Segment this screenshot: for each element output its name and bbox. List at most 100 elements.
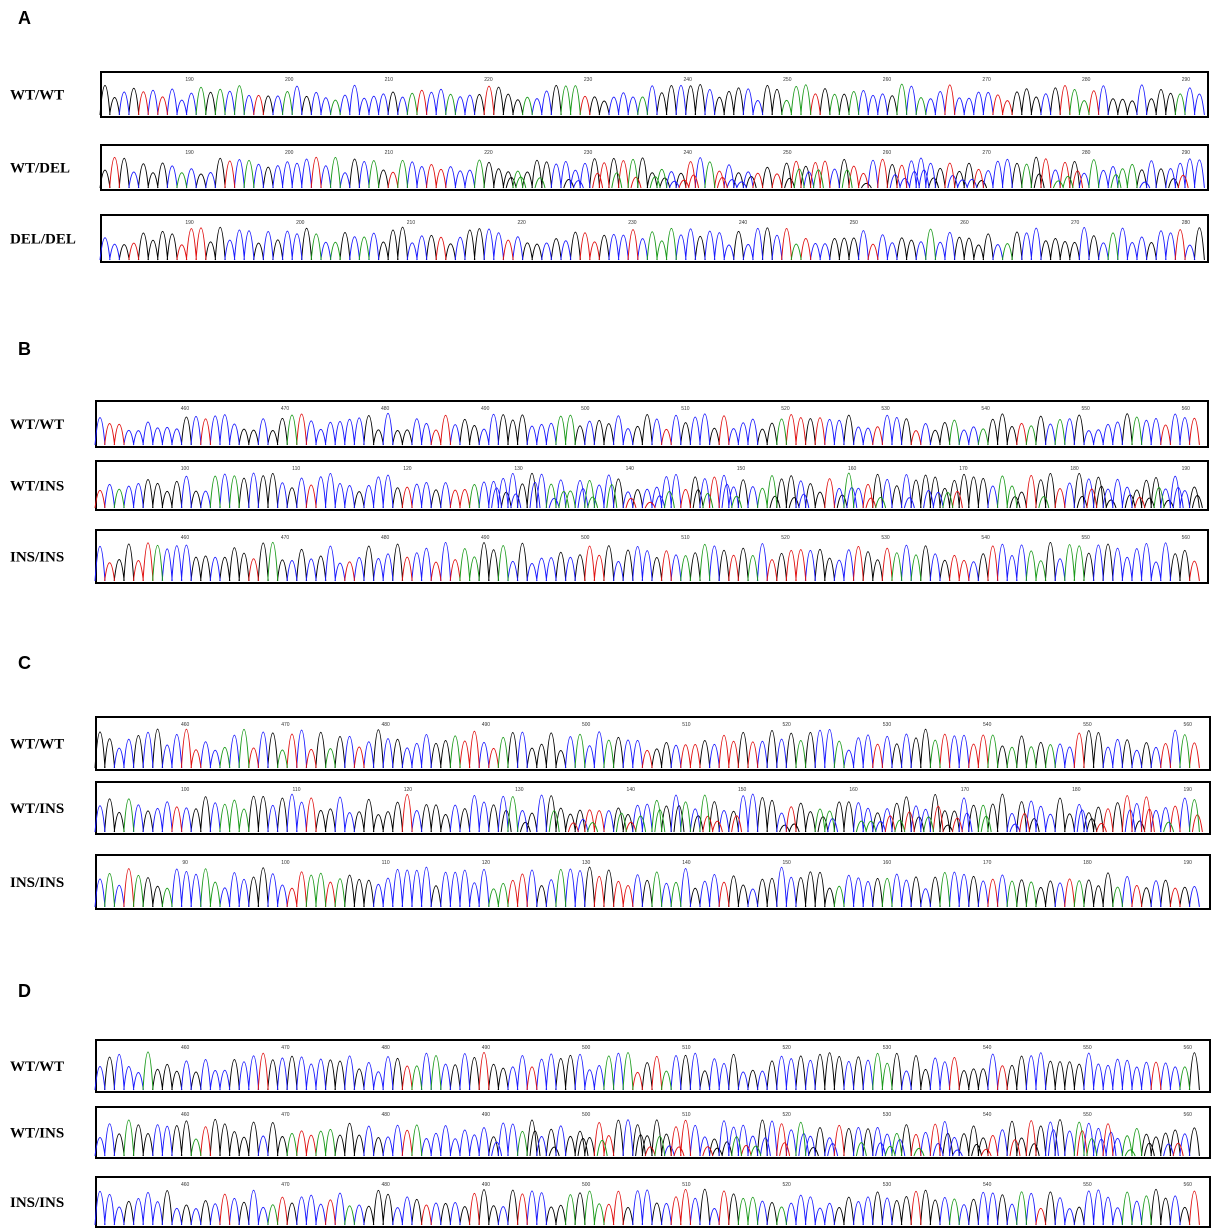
position-number: 480 xyxy=(381,406,390,412)
position-number: 100 xyxy=(181,466,190,472)
position-number: 290 xyxy=(1182,150,1191,156)
position-number: 190 xyxy=(1182,466,1191,472)
position-number: 510 xyxy=(681,535,690,541)
position-number: 150 xyxy=(738,787,747,793)
genotype-label: WT/WT xyxy=(10,88,64,104)
position-number: 560 xyxy=(1184,1182,1193,1188)
position-number: 140 xyxy=(626,466,635,472)
position-number: 500 xyxy=(582,1045,591,1051)
position-number: 90 xyxy=(182,860,188,866)
position-number: 200 xyxy=(296,220,305,226)
genotype-label: DEL/DEL xyxy=(10,232,76,248)
position-number: 200 xyxy=(285,150,294,156)
trace-box xyxy=(96,782,1210,834)
position-number: 490 xyxy=(481,406,490,412)
position-number: 540 xyxy=(983,1045,992,1051)
position-number: 530 xyxy=(883,1182,892,1188)
genotype-label: WT/WT xyxy=(10,737,64,753)
position-number: 500 xyxy=(582,1112,591,1118)
position-number: 550 xyxy=(1082,406,1091,412)
position-number: 520 xyxy=(781,406,790,412)
position-number: 520 xyxy=(783,1182,792,1188)
position-number: 550 xyxy=(1083,1182,1092,1188)
position-number: 470 xyxy=(281,1182,290,1188)
position-number: 130 xyxy=(515,787,524,793)
position-number: 270 xyxy=(982,150,991,156)
position-number: 470 xyxy=(281,535,290,541)
position-number: 550 xyxy=(1083,722,1092,728)
position-number: 190 xyxy=(185,77,194,83)
figure: AWT/WT190200210220230240250260270280290W… xyxy=(0,0,1212,1228)
position-number: 270 xyxy=(1071,220,1080,226)
trace-box xyxy=(96,1177,1210,1227)
trace-box xyxy=(96,1040,1210,1092)
position-number: 270 xyxy=(982,77,991,83)
position-number: 250 xyxy=(783,150,792,156)
position-number: 220 xyxy=(517,220,526,226)
position-number: 530 xyxy=(883,722,892,728)
position-number: 220 xyxy=(484,150,493,156)
position-number: 510 xyxy=(681,406,690,412)
position-number: 160 xyxy=(883,860,892,866)
position-number: 500 xyxy=(581,406,590,412)
position-number: 150 xyxy=(737,466,746,472)
position-number: 280 xyxy=(1082,150,1091,156)
position-number: 550 xyxy=(1083,1112,1092,1118)
position-number: 240 xyxy=(739,220,748,226)
genotype-label: WT/INS xyxy=(10,1126,64,1142)
position-number: 250 xyxy=(783,77,792,83)
position-number: 540 xyxy=(983,722,992,728)
position-number: 510 xyxy=(682,722,691,728)
position-number: 130 xyxy=(582,860,591,866)
position-number: 260 xyxy=(883,77,892,83)
position-number: 560 xyxy=(1184,722,1193,728)
position-number: 460 xyxy=(181,1112,190,1118)
position-number: 460 xyxy=(181,1182,190,1188)
position-number: 490 xyxy=(482,1112,491,1118)
position-number: 490 xyxy=(481,535,490,541)
position-number: 550 xyxy=(1083,1045,1092,1051)
position-number: 490 xyxy=(482,722,491,728)
position-number: 190 xyxy=(185,220,194,226)
position-number: 540 xyxy=(981,535,990,541)
position-number: 210 xyxy=(407,220,416,226)
position-number: 540 xyxy=(983,1112,992,1118)
position-number: 530 xyxy=(883,1112,892,1118)
position-number: 560 xyxy=(1182,406,1191,412)
position-number: 480 xyxy=(381,1182,390,1188)
position-number: 240 xyxy=(684,77,693,83)
position-number: 220 xyxy=(484,77,493,83)
position-number: 190 xyxy=(185,150,194,156)
position-number: 240 xyxy=(684,150,693,156)
position-number: 170 xyxy=(983,860,992,866)
position-number: 560 xyxy=(1184,1045,1193,1051)
position-number: 280 xyxy=(1182,220,1191,226)
position-number: 180 xyxy=(1072,787,1081,793)
position-number: 530 xyxy=(881,406,890,412)
position-number: 460 xyxy=(181,535,190,541)
position-number: 100 xyxy=(181,787,190,793)
position-number: 490 xyxy=(482,1045,491,1051)
position-number: 510 xyxy=(682,1112,691,1118)
position-number: 470 xyxy=(281,722,290,728)
trace-box xyxy=(96,855,1210,909)
position-number: 540 xyxy=(981,406,990,412)
position-number: 560 xyxy=(1184,1112,1193,1118)
position-number: 130 xyxy=(514,466,523,472)
genotype-label: WT/INS xyxy=(10,801,64,817)
position-number: 190 xyxy=(1184,860,1193,866)
panel-label: D xyxy=(18,981,31,1001)
genotype-label: WT/WT xyxy=(10,417,64,433)
position-number: 170 xyxy=(961,787,970,793)
position-number: 470 xyxy=(281,406,290,412)
position-number: 540 xyxy=(983,1182,992,1188)
position-number: 260 xyxy=(960,220,969,226)
genotype-label: INS/INS xyxy=(10,875,64,891)
genotype-label: INS/INS xyxy=(10,550,64,566)
position-number: 180 xyxy=(1083,860,1092,866)
position-number: 260 xyxy=(883,150,892,156)
position-number: 120 xyxy=(403,466,412,472)
panel-label: A xyxy=(18,8,31,28)
genotype-label: INS/INS xyxy=(10,1195,64,1211)
position-number: 500 xyxy=(582,1182,591,1188)
